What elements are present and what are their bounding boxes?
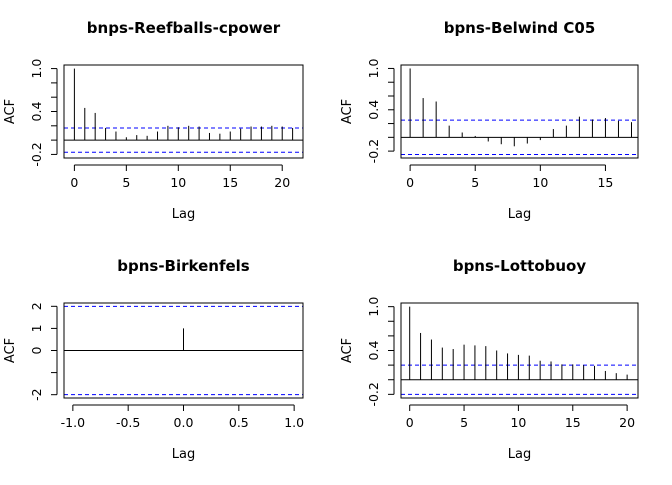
- x-axis-label: Lag: [172, 447, 195, 462]
- panel-title: bpns-Lottobuoy: [453, 257, 587, 275]
- x-tick-label: 20: [619, 415, 635, 430]
- x-tick-label: 10: [532, 175, 548, 190]
- x-tick-label: 5: [460, 415, 468, 430]
- acf-panel-1: bnps-Reefballs-cpower 0 5 10 15 20 -0.2 0.4 1.0 L…: [3, 19, 304, 222]
- x-tick-label: -0.5: [116, 415, 140, 430]
- x-tick-label: 0: [406, 415, 414, 430]
- y-tick-label: 0.4: [366, 100, 381, 120]
- plot-frame: [63, 64, 304, 159]
- y-tick-label: -0.2: [366, 382, 381, 406]
- y-tick-label: 1.0: [366, 58, 381, 78]
- x-tick-label: 15: [597, 175, 613, 190]
- x-tick-label: 0.5: [229, 415, 249, 430]
- y-tick-label: 1: [29, 324, 44, 332]
- plot-frame: [400, 302, 639, 399]
- y-tick-label: 1.0: [29, 59, 44, 79]
- plot-frame: [63, 302, 304, 399]
- x-tick-label: 15: [565, 415, 581, 430]
- y-tick-label: 0.4: [29, 102, 44, 122]
- y-tick-label: -0.2: [29, 142, 44, 166]
- x-axis-label: Lag: [508, 207, 531, 222]
- plot-frame: [400, 64, 639, 159]
- x-axis-label: Lag: [508, 447, 531, 462]
- x-tick-label: 1.0: [284, 415, 304, 430]
- panel-title: bpns-Belwind C05: [444, 19, 596, 37]
- x-axis-label: Lag: [172, 207, 195, 222]
- y-tick-label: 0.4: [366, 341, 381, 361]
- x-tick-label: 0.0: [174, 415, 194, 430]
- acf-panel-2: bpns-Belwind C05 0 5 10 15 -0.2 0.4 1.0 Lag ACF: [340, 19, 639, 222]
- acf-panel-4: bpns-Lottobuoy 0 5 10 15 20 -0.2 0.4 1.0 Lag ACF: [340, 257, 639, 462]
- x-tick-label: 15: [222, 175, 238, 190]
- x-tick-label: 0: [70, 175, 78, 190]
- x-tick-label: -1.0: [61, 415, 85, 430]
- y-tick-label: -2: [29, 388, 44, 400]
- y-axis-label: ACF: [3, 99, 18, 124]
- x-tick-label: 10: [510, 415, 526, 430]
- x-tick-label: 5: [122, 175, 130, 190]
- acf-panel-3: bpns-Birkenfels -1.0 -0.5 0.0 0.5 1.0 -2 0 1 2 Lag…: [3, 257, 304, 462]
- y-axis-label: ACF: [340, 99, 355, 124]
- panel-title: bnps-Reefballs-cpower: [87, 19, 281, 37]
- y-tick-label: -0.2: [366, 139, 381, 163]
- y-axis-label: ACF: [340, 338, 355, 363]
- x-tick-label: 5: [471, 175, 479, 190]
- y-tick-label: 1.0: [366, 297, 381, 317]
- y-tick-label: 0: [29, 346, 44, 354]
- panel-title: bpns-Birkenfels: [117, 257, 250, 275]
- x-tick-label: 10: [170, 175, 186, 190]
- y-tick-label: 2: [29, 302, 44, 310]
- x-tick-label: 0: [406, 175, 414, 190]
- y-axis-label: ACF: [3, 338, 18, 363]
- x-tick-label: 20: [274, 175, 290, 190]
